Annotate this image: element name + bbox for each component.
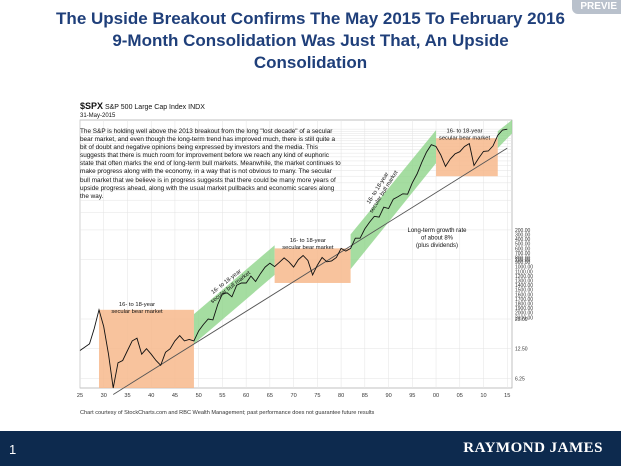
y-tick-label: 100.00 <box>515 258 531 264</box>
y-tick-label: 700.00 <box>515 251 531 257</box>
preview-tag: PREVIE <box>572 0 621 14</box>
x-tick-label: 65 <box>267 393 273 399</box>
sp500-price-line <box>79 128 508 389</box>
footer-bar <box>0 431 621 466</box>
x-tick-label: 55 <box>219 393 225 399</box>
bear-market-region <box>436 138 498 177</box>
y-tick-label: 12.50 <box>515 347 528 353</box>
chart-date: 31-May-2015 <box>80 113 116 119</box>
bull-market-region <box>193 245 275 344</box>
y-tick-label: 2100.00 <box>515 315 533 321</box>
commentary-paragraph: The S&P is holding well above the 2013 b… <box>80 128 341 200</box>
y-tick-label: 1900.00 <box>515 306 533 312</box>
y-tick-label: 1500.00 <box>515 288 533 294</box>
growth-rate-annotation: of about 8% <box>421 236 454 242</box>
region-label-line: secular bear market <box>439 135 491 141</box>
chart-ticker: $SPX S&P 500 Large Cap Index INDX <box>80 101 205 111</box>
y-tick-label: 300.00 <box>515 233 531 239</box>
x-tick-label: 90 <box>385 393 391 399</box>
x-tick-label: 80 <box>338 393 344 399</box>
x-tick-label: 60 <box>243 393 249 399</box>
y-tick-label: 600.00 <box>515 246 531 252</box>
x-tick-label: 50 <box>196 393 202 399</box>
y-tick-label: 1200.00 <box>515 274 533 280</box>
y-tick-label: 6.25 <box>515 376 525 382</box>
region-label-line: secular bear market <box>282 245 334 251</box>
growth-rate-annotation: (plus dividends) <box>416 243 458 249</box>
x-tick-label: 10 <box>480 393 486 399</box>
long-term-trend-line <box>112 147 508 395</box>
x-tick-label: 30 <box>101 393 107 399</box>
y-tick-label: 500.00 <box>515 242 531 248</box>
x-tick-label: 95 <box>409 393 415 399</box>
x-tick-label: 00 <box>433 393 439 399</box>
y-tick-label: 1000.00 <box>515 265 533 271</box>
title-line-3: Consolidation <box>253 53 368 72</box>
x-tick-label: 45 <box>172 393 178 399</box>
x-tick-label: 70 <box>291 393 297 399</box>
y-tick-label: 1700.00 <box>515 297 533 303</box>
title-line-1: The Upside Breakout Confirms The May 201… <box>56 9 565 28</box>
region-label-line: 16- to 18-year <box>290 238 326 244</box>
exchange-name: INDX <box>188 104 205 111</box>
y-tick-label: 25.00 <box>515 317 528 323</box>
title-line-2: 9-Month Consolidation Was Just That, An … <box>112 31 509 50</box>
x-tick-label: 35 <box>124 393 130 399</box>
growth-rate-annotation: Long-term growth rate <box>407 228 467 234</box>
y-tick-label: 1800.00 <box>515 302 533 308</box>
y-tick-label: 1600.00 <box>515 292 533 298</box>
y-tick-label: 1100.00 <box>515 269 533 275</box>
brand-logo: RAYMOND JAMES <box>463 440 603 456</box>
slide-title: The Upside Breakout Confirms The May 201… <box>0 8 621 74</box>
x-tick-label: 05 <box>457 393 463 399</box>
x-tick-label: 85 <box>362 393 368 399</box>
x-tick-label: 25 <box>77 393 83 399</box>
y-tick-label: 900.00 <box>515 260 531 266</box>
region-label-line: 16- to 18-year <box>119 302 155 308</box>
x-tick-label: 40 <box>148 393 154 399</box>
y-tick-label: 800.00 <box>515 256 531 262</box>
region-label-line: 16- to 18-year <box>446 128 482 134</box>
x-tick-label: 75 <box>314 393 320 399</box>
y-tick-label: 400.00 <box>515 237 531 243</box>
y-tick-label: 1400.00 <box>515 283 533 289</box>
ticker-symbol: $SPX <box>80 101 104 111</box>
bull-market-region <box>497 120 512 149</box>
y-tick-label: 200.00 <box>515 228 531 234</box>
chart-credit: Chart courtesy of StockCharts.com and RB… <box>80 410 375 416</box>
region-label-line: secular bear market <box>111 309 163 315</box>
slide-number: 1 <box>9 442 17 457</box>
x-tick-label: 15 <box>504 393 510 399</box>
index-name: S&P 500 Large Cap Index <box>104 104 187 111</box>
y-tick-label: 2000.00 <box>515 311 533 317</box>
y-tick-label: 1300.00 <box>515 279 533 285</box>
